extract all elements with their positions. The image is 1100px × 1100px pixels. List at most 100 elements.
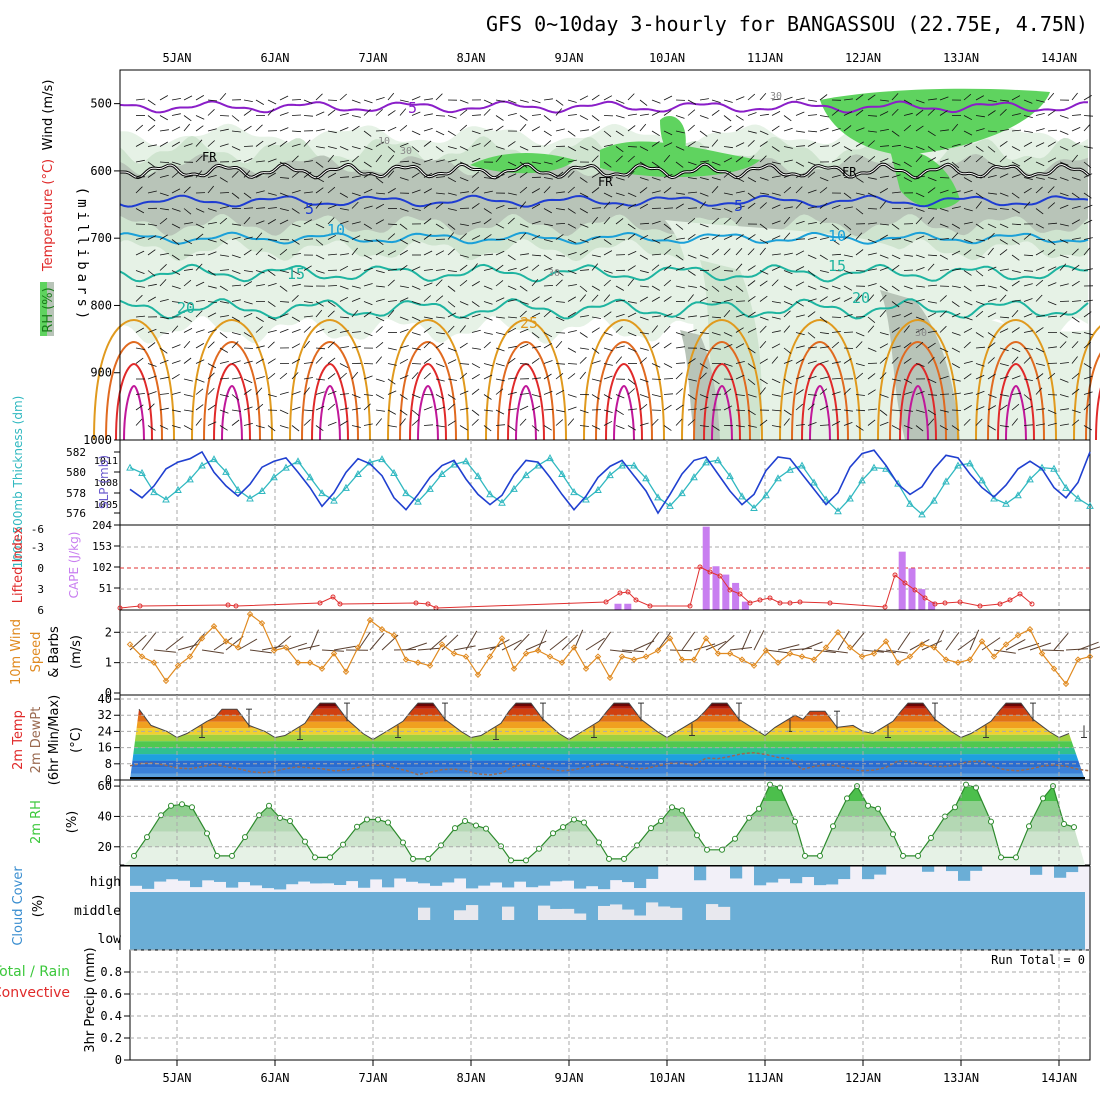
wind-barb — [591, 425, 601, 430]
wind-barb — [375, 316, 385, 322]
rh-point-19 — [364, 816, 370, 823]
wind-barb — [195, 388, 204, 395]
thickness-point-56 — [798, 461, 806, 469]
wind-barb — [759, 155, 767, 163]
wind-barb — [639, 113, 649, 116]
wind-barb — [951, 206, 961, 209]
wind-barb — [435, 250, 445, 256]
wind-barb — [987, 232, 995, 240]
wind-barb — [1023, 99, 1033, 104]
li-point-7 — [413, 600, 419, 606]
wind-barb — [351, 268, 361, 271]
rh-point-73 — [1026, 823, 1032, 830]
thickness-point-15 — [306, 473, 314, 481]
wind-barb — [219, 269, 230, 271]
wind-barb — [795, 250, 805, 256]
wind-barb — [375, 154, 382, 163]
wind-barb — [999, 173, 1009, 178]
wind-label: 1 — [105, 656, 112, 670]
pressure-tick-label: 1000 — [83, 433, 112, 447]
cloud-high-16 — [322, 866, 335, 884]
temp-band-7 — [130, 728, 1085, 735]
wind-barb — [171, 113, 181, 116]
wind-barb — [399, 124, 408, 132]
wind-barb — [279, 177, 290, 179]
wind-speed-point-22 — [390, 632, 398, 639]
wind-barb — [459, 407, 469, 411]
wind-barb — [135, 327, 144, 333]
wind-barb — [1059, 146, 1069, 151]
li-point-11 — [617, 590, 623, 596]
wind-barb — [1035, 142, 1045, 147]
wind-barb — [711, 161, 721, 166]
wind-barb — [399, 297, 409, 302]
cape-bar-4 — [722, 574, 730, 610]
wind-barb — [171, 98, 181, 101]
wind-barb — [723, 157, 733, 163]
wind-barb — [399, 345, 409, 349]
wind-barb — [951, 250, 961, 256]
li-tick-label: 6 — [37, 604, 44, 617]
wind-barb — [783, 391, 793, 395]
wind-barb — [615, 155, 623, 163]
cloud-high-61 — [862, 866, 875, 880]
wind-barb — [963, 177, 972, 183]
wind10-barb-48 — [705, 640, 727, 651]
wind-barb — [351, 201, 359, 209]
wind-barb — [519, 161, 528, 168]
wind-barb — [999, 425, 1009, 428]
contour-20 — [119, 298, 1089, 320]
wind-barb — [267, 192, 277, 196]
wind-barb — [867, 294, 875, 302]
wind-barb — [543, 408, 554, 411]
top-date-8: 13JAN — [943, 51, 979, 65]
wind-barb — [183, 222, 193, 225]
cloud-mid-gap-39 — [598, 905, 611, 920]
cape-bar-2 — [702, 526, 710, 610]
wind-barb — [915, 316, 925, 321]
wind-barb — [627, 265, 636, 271]
thickness-point-79 — [1074, 494, 1082, 502]
wind-barb — [243, 207, 254, 209]
thickness-point-72 — [990, 494, 998, 502]
wind-barb — [699, 115, 709, 119]
wind-barb — [327, 99, 338, 101]
cloud-high-56 — [802, 866, 815, 878]
cloud-high-31 — [502, 866, 515, 888]
cloud-high-21 — [382, 866, 395, 888]
wind-barb — [519, 186, 528, 194]
wind-barb — [135, 357, 144, 364]
temp-loop-0-2 — [213, 362, 251, 441]
rh2m-units: (%) — [65, 811, 80, 834]
cloud-mid-gap-45 — [670, 907, 683, 920]
wind-barb — [555, 372, 564, 380]
wind-barb — [207, 222, 217, 225]
li-point-33 — [932, 601, 938, 607]
wind-speed-point-32 — [510, 665, 518, 672]
wind-barb — [495, 363, 505, 367]
rh-point-31 — [508, 857, 514, 864]
wind-barb — [747, 265, 756, 271]
wind-barb — [555, 108, 563, 116]
wind-barb — [1047, 315, 1058, 318]
wind-barb — [483, 190, 493, 194]
wind-barb — [375, 130, 386, 132]
wind-barb — [735, 234, 744, 240]
cloud-high-69 — [958, 866, 971, 881]
rh-point-63 — [900, 852, 906, 859]
wind-barb — [363, 301, 373, 306]
wind-barb — [531, 161, 541, 164]
wind-speed-point-17 — [330, 650, 338, 657]
contour-5-upper — [119, 100, 1089, 114]
wind-barb — [459, 425, 468, 431]
wind-barb — [531, 126, 540, 132]
wind-barb — [879, 421, 889, 426]
wind-barb — [627, 250, 637, 256]
wind-barb — [795, 238, 806, 240]
temp-loop-7-0 — [877, 318, 959, 441]
thickness-point-32 — [510, 484, 518, 492]
temp2m-units: (°C) — [69, 727, 84, 753]
wind-barb — [351, 309, 359, 318]
wind-barb — [555, 301, 565, 303]
